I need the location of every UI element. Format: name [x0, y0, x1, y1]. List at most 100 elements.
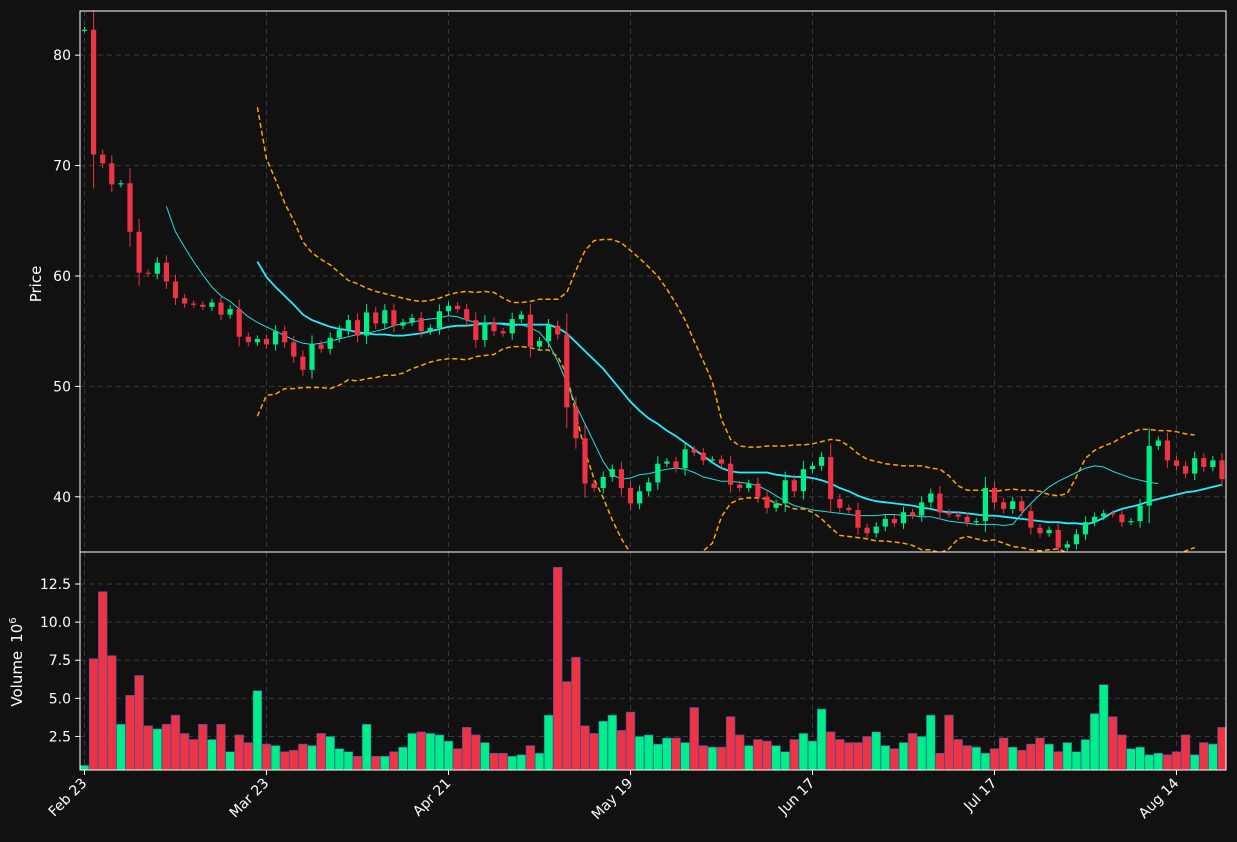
volume-bar: [707, 746, 718, 771]
volume-bar: [880, 745, 891, 771]
volume-bar: [98, 591, 108, 771]
volume-bar: [1162, 754, 1173, 771]
volume-bar: [1053, 751, 1063, 771]
volume-bar: [744, 745, 754, 771]
volume-bar: [252, 690, 263, 771]
candle-body: [527, 314, 533, 347]
candle-body: [764, 496, 770, 508]
candle-body: [618, 469, 624, 488]
candle-body: [891, 518, 897, 524]
volume-axis-label-unit: 10: [8, 624, 26, 643]
volume-bar: [1080, 739, 1091, 771]
candle-body: [573, 407, 579, 439]
moving-average-line-2: [256, 261, 1223, 526]
candles-layer: [81, 11, 1225, 552]
volume-bar: [343, 751, 354, 771]
candle-body: [982, 487, 988, 522]
volume-grid: [80, 552, 1226, 770]
candle-body: [109, 163, 115, 185]
volume-bar: [389, 751, 399, 771]
volume-bar: [1153, 752, 1164, 771]
volume-bar: [434, 734, 445, 771]
candle-body: [800, 469, 806, 492]
band-lower-line: [256, 345, 1195, 552]
candle-body: [1183, 465, 1189, 474]
candle-body: [409, 317, 415, 323]
volume-bar: [1035, 737, 1045, 771]
candle-body: [373, 312, 379, 324]
price-tick-label: 50: [53, 379, 71, 395]
volume-bar: [680, 742, 690, 771]
price-axis-label: Price: [27, 266, 45, 303]
volume-bar: [907, 733, 918, 771]
price-tick-label: 40: [53, 490, 71, 506]
candle-body: [163, 262, 169, 282]
candle-body: [937, 493, 943, 513]
band-upper-line: [256, 106, 1195, 497]
candle-body: [637, 491, 643, 504]
volume-bar: [534, 752, 545, 771]
candle-body: [91, 29, 97, 155]
candle-body: [746, 483, 752, 488]
volume-bar: [543, 714, 554, 771]
volume-bar: [1044, 743, 1054, 771]
candle-body: [136, 231, 142, 273]
candle-body: [227, 309, 233, 315]
volume-bar: [425, 733, 435, 771]
candle-body: [1082, 522, 1089, 535]
volume-axis-label: Volume 106: [8, 617, 26, 706]
volume-bar: [270, 745, 281, 771]
volume-bar: [261, 743, 272, 771]
candle-body: [336, 330, 342, 338]
candle-body: [691, 449, 697, 453]
volume-bar: [662, 737, 672, 771]
volume-bar: [134, 675, 144, 771]
candle-body: [455, 305, 461, 310]
volume-bar: [189, 739, 199, 771]
volume-bar: [643, 734, 654, 771]
candle-body: [846, 507, 852, 511]
volume-bar: [398, 746, 408, 771]
volume-bar: [562, 681, 572, 771]
volume-bar: [825, 731, 836, 771]
volume-bar: [1199, 742, 1209, 771]
candle-body: [500, 331, 506, 334]
volume-bar: [298, 743, 308, 771]
price-tick-label: 70: [53, 159, 71, 175]
volume-bar: [1117, 734, 1127, 771]
volume-tick-label: 2.5: [49, 729, 71, 745]
candle-body: [1164, 440, 1170, 461]
candle-body: [591, 483, 597, 488]
volume-tick-label: 10.0: [40, 615, 71, 631]
candle-body: [245, 336, 251, 343]
candle-body: [391, 310, 397, 326]
candle-body: [1028, 511, 1034, 528]
candle-body: [354, 320, 361, 336]
volume-bar: [1062, 742, 1073, 771]
volume-bar: [862, 736, 872, 771]
volume-bar: [962, 745, 972, 771]
volume-bar: [853, 742, 863, 771]
volume-bar: [971, 746, 982, 771]
candle-body: [445, 305, 452, 312]
volume-bar: [125, 695, 135, 771]
volume-bar: [1089, 713, 1100, 771]
candle-body: [81, 29, 88, 31]
candle-body: [655, 463, 661, 483]
candle-body: [964, 516, 970, 523]
candle-body: [1210, 460, 1216, 467]
volume-bar: [598, 720, 608, 771]
volume-bar: [234, 734, 244, 771]
volume-bar: [580, 725, 590, 771]
volume-bar: [1108, 716, 1118, 771]
volume-bar: [88, 658, 99, 771]
candle-body: [473, 320, 479, 341]
volume-bar: [525, 745, 536, 771]
candle-body: [1110, 513, 1116, 515]
price-grid: [80, 11, 1226, 552]
candle-body: [1073, 534, 1079, 545]
volume-bar: [789, 739, 800, 771]
volume-bar: [407, 733, 417, 771]
